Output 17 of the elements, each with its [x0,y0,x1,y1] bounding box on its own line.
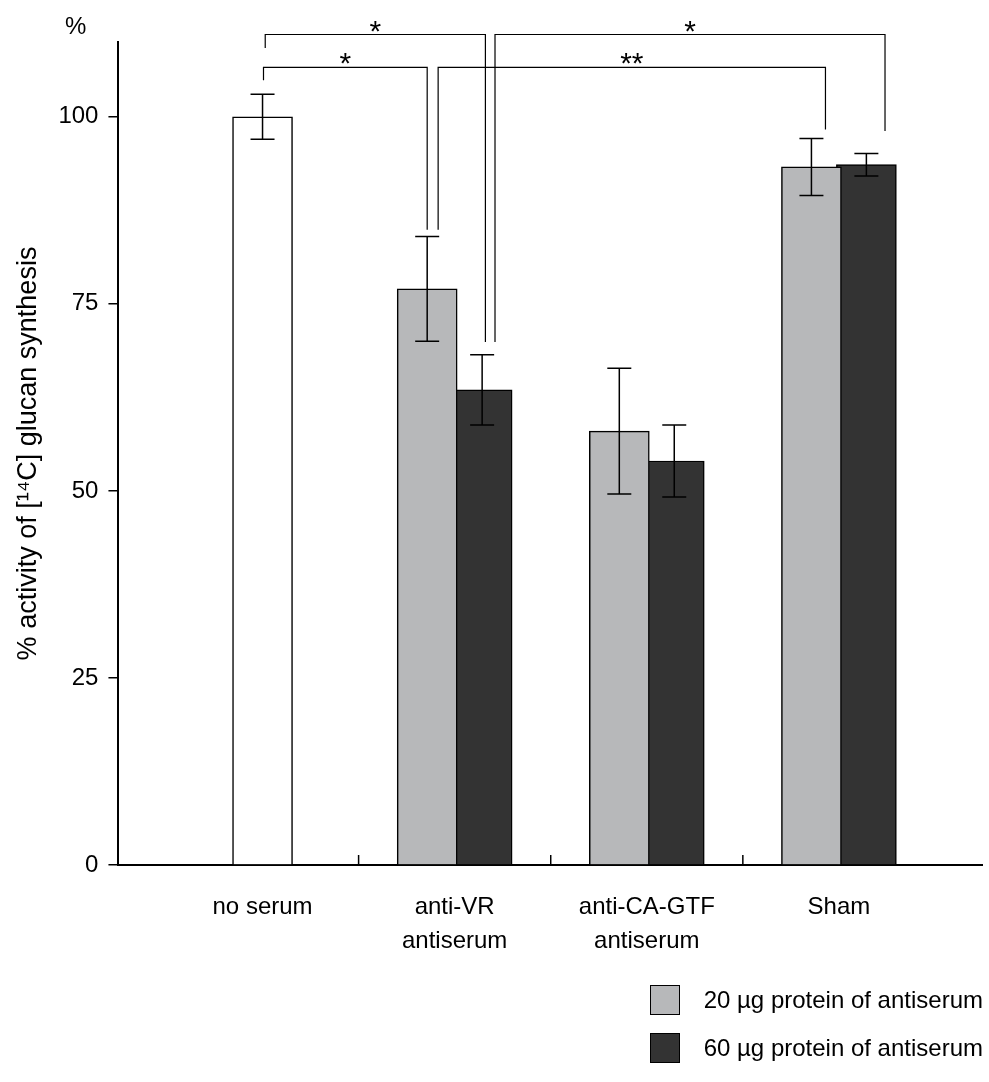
annotation: * [369,13,382,47]
y-tick-label: 0 [85,849,99,877]
annotation: * [684,13,697,47]
x-tick-label: Sham [807,891,871,919]
x-tick-label: no serum [212,891,313,919]
y-tick-label: 25 [71,662,99,690]
x-tick-label: anti-CA-GTF antiserum [578,891,715,953]
x-tick-label: anti-VR antiserum [401,891,508,953]
text: % [65,12,87,39]
y-tick-label: 75 [71,288,99,316]
annotation: ** [620,46,644,80]
legend-label: 20 µg protein of antiserum [703,986,983,1014]
y-tick-label: 100 [58,101,99,129]
legend-label: 60 µg protein of antiserum [703,1034,983,1062]
y-tick-label: 50 [71,475,99,503]
annotation: * [339,46,352,80]
y-axis-title: % activity of [¹⁴C] glucan synthesis [11,246,42,661]
